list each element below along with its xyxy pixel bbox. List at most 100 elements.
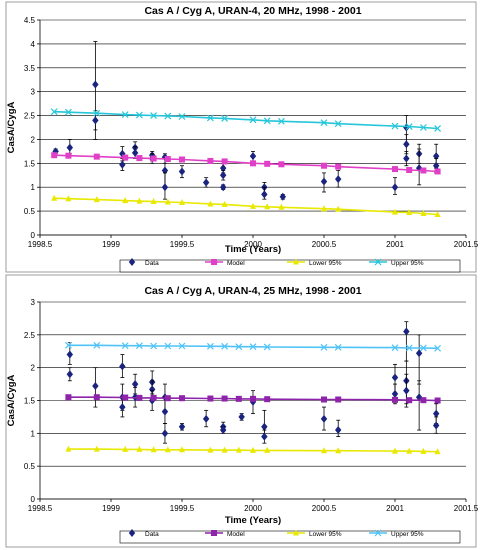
- series-point: [164, 112, 172, 120]
- data-point: [92, 80, 99, 89]
- series-model: [51, 152, 441, 175]
- series-point: [335, 447, 342, 454]
- y-tick-label: 4: [31, 40, 36, 49]
- series-point: [93, 153, 100, 160]
- data-point: [119, 160, 126, 169]
- series-point: [121, 342, 129, 350]
- series-point: [221, 114, 229, 122]
- data-point: [119, 362, 126, 371]
- data-point: [66, 350, 74, 359]
- series-point: [206, 114, 214, 122]
- y-tick-label: 2: [31, 135, 36, 144]
- y-tick-label: 0.5: [24, 462, 36, 471]
- x-tick-label: 2000.5: [312, 240, 337, 249]
- series-point: [64, 108, 72, 116]
- series-point: [434, 210, 441, 217]
- series-point: [65, 445, 72, 452]
- series-point: [122, 197, 129, 204]
- series-point: [335, 396, 342, 403]
- series-point: [179, 199, 185, 206]
- data-point: [391, 389, 399, 398]
- series-lower-95: [65, 445, 441, 455]
- data-point: [219, 183, 227, 192]
- series-point: [334, 343, 342, 351]
- series-point: [206, 342, 214, 350]
- series-point: [250, 160, 256, 167]
- legend: Data Model Lower 95% Upper 95%: [119, 258, 461, 273]
- legend-swatch: [374, 258, 382, 266]
- series-point: [93, 341, 101, 349]
- series-point: [419, 344, 427, 352]
- x-tick-label: 2001: [386, 240, 404, 249]
- series-data: [66, 321, 440, 444]
- series-point: [136, 445, 143, 452]
- series-point: [406, 209, 413, 216]
- series-upper-95: [50, 108, 442, 132]
- x-tick-label: 2001.5: [454, 240, 479, 249]
- x-tick-label: 1999: [102, 504, 120, 513]
- data-point: [261, 422, 268, 431]
- data-point: [161, 407, 169, 416]
- series-point: [321, 447, 327, 454]
- series-point: [178, 113, 186, 120]
- legend-swatch: [128, 258, 136, 266]
- series-point: [164, 342, 172, 350]
- data-point: [92, 116, 99, 125]
- series-point: [93, 109, 101, 117]
- series-data: [52, 41, 440, 201]
- series-point: [51, 194, 58, 201]
- series-point: [391, 344, 399, 352]
- series-point: [207, 157, 214, 164]
- series-point: [264, 446, 271, 453]
- series-point: [320, 343, 328, 351]
- data-point: [131, 380, 139, 389]
- x-tick-label: 1998.5: [28, 240, 53, 249]
- series-point: [221, 395, 228, 402]
- y-tick-label: 1: [31, 183, 36, 192]
- y-tick-label: 2.5: [24, 112, 36, 121]
- series-point: [335, 163, 342, 170]
- legend-swatch: [128, 529, 136, 537]
- data-point: [219, 426, 227, 435]
- series-point: [136, 197, 143, 204]
- legend-box: [119, 259, 461, 273]
- y-tick-label: 3: [31, 298, 36, 307]
- series-point: [277, 117, 285, 125]
- chart-2: Cas A / Cyg A, URAN-4, 25 MHz, 1998 - 20…: [5, 274, 479, 548]
- y-axis-label: CasA/CygA: [6, 375, 17, 427]
- series-point: [392, 396, 398, 403]
- series-point: [434, 125, 442, 132]
- series-upper-95: [64, 341, 442, 352]
- y-tick-label: 1.5: [24, 159, 36, 168]
- data-point: [320, 414, 328, 423]
- series-point: [420, 167, 427, 174]
- series-point: [320, 119, 328, 127]
- series-point: [150, 394, 157, 401]
- series-point: [405, 344, 413, 352]
- data-point: [403, 154, 410, 163]
- series-point: [235, 395, 242, 402]
- y-tick-label: 1.5: [24, 397, 36, 406]
- series-point: [164, 156, 171, 163]
- series-point: [179, 446, 185, 453]
- data-point: [249, 152, 257, 161]
- x-tick-label: 2001.5: [454, 504, 479, 513]
- data-point: [320, 177, 328, 186]
- data-point: [403, 327, 410, 336]
- series-point: [406, 167, 413, 174]
- data-point: [202, 178, 210, 187]
- series-point: [164, 198, 171, 205]
- x-tick-label: 1999.5: [170, 240, 195, 249]
- data-point: [238, 412, 245, 421]
- series-point: [164, 395, 171, 402]
- data-point: [335, 175, 342, 184]
- legend-label: Upper 95%: [391, 531, 424, 538]
- series-point: [93, 445, 100, 452]
- data-point: [403, 140, 410, 149]
- y-tick-label: 4.5: [24, 16, 36, 25]
- series-point: [179, 395, 185, 402]
- chart-1: Cas A / Cyg A, URAN-4, 20 MHz, 1998 - 20…: [5, 1, 479, 273]
- series-point: [235, 446, 242, 453]
- data-point: [432, 409, 440, 418]
- series-point: [122, 394, 129, 401]
